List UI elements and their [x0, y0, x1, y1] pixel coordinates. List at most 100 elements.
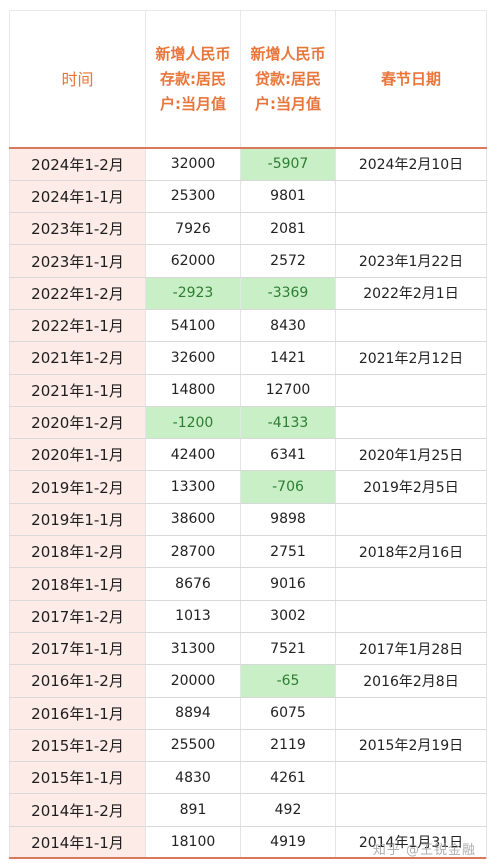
spring-festival-date-cell: 2017年1月28日 — [335, 631, 487, 666]
spring-festival-date-cell: 2021年2月12日 — [335, 341, 487, 375]
header-deposit: 新增人民币 存款:居民 户:当月值 — [145, 10, 241, 149]
deposit-cell: 8894 — [145, 696, 241, 730]
table-row: 2016年1-1月 8894 6075 — [9, 696, 487, 730]
loan-cell: 6075 — [240, 696, 336, 730]
header-loan-line3: 户:当月值 — [255, 94, 321, 113]
deposit-cell: 32600 — [145, 341, 241, 375]
header-loan: 新增人民币 贷款:居民 户:当月值 — [240, 10, 336, 149]
spring-festival-date-cell: 2024年2月10日 — [335, 147, 487, 181]
time-cell: 2018年1-1月 — [9, 567, 146, 601]
spring-festival-date-cell: 2016年2月8日 — [335, 664, 487, 698]
spring-festival-date-cell — [335, 502, 487, 537]
data-table-container: 时间 新增人民币 存款:居民 户:当月值 新增人民币 贷款:居民 户:当月值 春… — [9, 10, 487, 860]
spring-festival-date-cell — [335, 373, 487, 407]
deposit-cell: 31300 — [145, 631, 241, 666]
loan-cell: 492 — [240, 793, 336, 827]
spring-festival-date-cell — [335, 696, 487, 730]
time-cell: 2021年1-1月 — [9, 373, 146, 407]
spring-festival-date-cell: 2023年1月22日 — [335, 244, 487, 278]
deposit-cell: 13300 — [145, 470, 241, 504]
spring-festival-date-cell — [335, 308, 487, 343]
spring-festival-date-cell: 2020年1月25日 — [335, 438, 487, 472]
watermark: 知乎 @王锐金融 — [372, 843, 476, 858]
spring-festival-date-cell: 2018年2月16日 — [335, 535, 487, 569]
loan-cell: 2751 — [240, 535, 336, 569]
time-cell: 2015年1-1月 — [9, 761, 146, 795]
table-body: 2024年1-2月 32000 -5907 2024年2月10日 2024年1-1月 25… — [9, 147, 487, 860]
header-deposit-line3: 户:当月值 — [160, 94, 226, 113]
loan-cell: 7521 — [240, 631, 336, 666]
spring-festival-date-cell: 2022年2月1日 — [335, 276, 487, 310]
loan-cell: -3369 — [240, 276, 336, 310]
loan-cell: -4133 — [240, 405, 336, 440]
spring-festival-date-cell — [335, 567, 487, 601]
loan-cell: -65 — [240, 664, 336, 698]
time-cell: 2017年1-2月 — [9, 599, 146, 633]
deposit-cell: 4830 — [145, 761, 241, 795]
table-row: 2022年1-2月 -2923 -3369 2022年2月1日 — [9, 276, 487, 310]
spring-festival-date-cell: 2019年2月5日 — [335, 470, 487, 504]
time-cell: 2017年1-1月 — [9, 631, 146, 666]
loan-cell: 3002 — [240, 599, 336, 633]
deposit-cell: 25300 — [145, 179, 241, 214]
deposit-cell: 8676 — [145, 567, 241, 601]
time-cell: 2023年1-1月 — [9, 244, 146, 278]
header-deposit-line1: 新增人民币 — [155, 44, 231, 63]
spring-festival-date-cell — [335, 179, 487, 214]
table-row: 2018年1-1月 8676 9016 — [9, 567, 487, 601]
deposit-cell: 25500 — [145, 728, 241, 763]
loan-cell: 4919 — [240, 825, 336, 860]
header-spring-festival: 春节日期 — [335, 10, 487, 149]
deposit-cell: 32000 — [145, 147, 241, 181]
bottom-rule — [9, 857, 486, 859]
loan-cell: -706 — [240, 470, 336, 504]
table-row: 2024年1-2月 32000 -5907 2024年2月10日 — [9, 147, 487, 181]
spring-festival-date-cell — [335, 761, 487, 795]
loan-cell: 8430 — [240, 308, 336, 343]
table-row: 2024年1-1月 25300 9801 — [9, 179, 487, 214]
time-cell: 2016年1-1月 — [9, 696, 146, 730]
time-cell: 2019年1-1月 — [9, 502, 146, 537]
time-cell: 2018年1-2月 — [9, 535, 146, 569]
table-row: 2017年1-2月 1013 3002 — [9, 599, 487, 633]
deposit-cell: 18100 — [145, 825, 241, 860]
deposit-cell: 38600 — [145, 502, 241, 537]
loan-cell: 9898 — [240, 502, 336, 537]
header-loan-line1: 新增人民币 — [250, 44, 326, 63]
table-row: 2019年1-2月 13300 -706 2019年2月5日 — [9, 470, 487, 504]
loan-cell: 2081 — [240, 212, 336, 246]
time-cell: 2019年1-2月 — [9, 470, 146, 504]
deposit-cell: -1200 — [145, 405, 241, 440]
header-loan-line2: 贷款:居民 — [255, 69, 321, 88]
time-cell: 2021年1-2月 — [9, 341, 146, 375]
table-header-row: 时间 新增人民币 存款:居民 户:当月值 新增人民币 贷款:居民 户:当月值 春… — [9, 10, 487, 149]
deposit-cell: 54100 — [145, 308, 241, 343]
table-row: 2017年1-1月 31300 7521 2017年1月28日 — [9, 631, 487, 666]
loan-cell: 9801 — [240, 179, 336, 214]
time-cell: 2022年1-1月 — [9, 308, 146, 343]
time-cell: 2024年1-1月 — [9, 179, 146, 214]
loan-cell: 9016 — [240, 567, 336, 601]
loan-cell: 12700 — [240, 373, 336, 407]
table-row: 2022年1-1月 54100 8430 — [9, 308, 487, 343]
table-row: 2020年1-2月 -1200 -4133 — [9, 405, 487, 440]
deposit-cell: 14800 — [145, 373, 241, 407]
loan-cell: 4261 — [240, 761, 336, 795]
loan-cell: 2572 — [240, 244, 336, 278]
time-cell: 2016年1-2月 — [9, 664, 146, 698]
spring-festival-date-cell — [335, 793, 487, 827]
table-row: 2015年1-2月 25500 2119 2015年2月19日 — [9, 728, 487, 763]
deposit-cell: 28700 — [145, 535, 241, 569]
table-row: 2019年1-1月 38600 9898 — [9, 502, 487, 537]
time-cell: 2022年1-2月 — [9, 276, 146, 310]
loan-cell: 6341 — [240, 438, 336, 472]
time-cell: 2020年1-2月 — [9, 405, 146, 440]
deposit-cell: 7926 — [145, 212, 241, 246]
table-row: 2023年1-2月 7926 2081 — [9, 212, 487, 246]
spring-festival-date-cell: 2015年2月19日 — [335, 728, 487, 763]
table-row: 2020年1-1月 42400 6341 2020年1月25日 — [9, 438, 487, 472]
deposit-cell: 891 — [145, 793, 241, 827]
time-cell: 2015年1-2月 — [9, 728, 146, 763]
spring-festival-date-cell — [335, 212, 487, 246]
time-cell: 2014年1-2月 — [9, 793, 146, 827]
